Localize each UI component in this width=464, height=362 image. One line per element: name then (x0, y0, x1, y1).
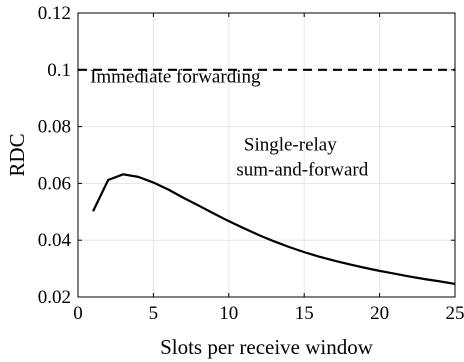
annotation-group: Immediate forwarding Single-relay sum-and-… (90, 67, 369, 181)
plot-frame (77, 12, 456, 298)
x-tick-label: 10 (219, 303, 238, 324)
x-tick-label: 25 (446, 303, 464, 324)
x-tick-label: 5 (149, 303, 159, 324)
y-tick-label: 0.02 (38, 287, 71, 308)
y-tick-label: 0.06 (38, 173, 71, 194)
y-tick-label: 0.12 (38, 3, 71, 24)
y-axis-label: RDC (5, 133, 29, 176)
y-tick-label: 0.04 (38, 230, 72, 251)
x-axis-label: Slots per receive window (160, 335, 374, 359)
y-tick-label: 0.08 (38, 117, 71, 138)
x-tick-label: 15 (295, 303, 314, 324)
tick-group: 0 5 10 15 20 25 0.02 0.04 0.06 0.08 0.1 0.12 (38, 3, 464, 324)
x-tick-label: 0 (73, 303, 83, 324)
x-tick-label: 20 (370, 303, 389, 324)
series-line-solid (92, 173, 456, 286)
chart-annotation: sum-and-forward (236, 160, 368, 181)
chart-annotation: Immediate forwarding (90, 67, 261, 88)
series-group (78, 68, 456, 286)
y-tick-label: 0.1 (47, 60, 71, 81)
grid (78, 13, 455, 297)
chart-annotation: Single-relay (244, 135, 337, 156)
